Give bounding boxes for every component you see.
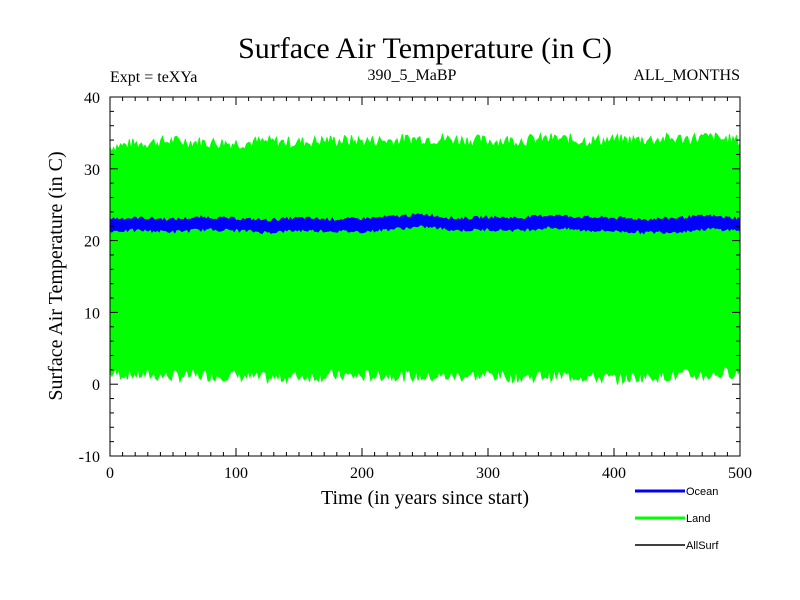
legend-label-allsurf: AllSurf [686,540,719,552]
y-tick-label: 40 [84,90,100,107]
legend-label-ocean: Ocean [686,486,718,498]
x-tick-label: 300 [476,465,500,482]
y-tick-label: 30 [84,162,100,179]
y-tick-label: 20 [84,234,100,251]
x-tick-label: 0 [106,465,114,482]
series-band-land [109,131,741,385]
x-tick-label: 100 [224,465,248,482]
legend-label-land: Land [686,513,710,525]
x-tick-label: 500 [728,465,752,482]
chart-title: Surface Air Temperature (in C) [238,32,612,65]
chart-subtitle-center: 390_5_MaBP [368,67,457,84]
y-axis-label: Surface Air Temperature (in C) [45,151,67,400]
axis-ticks: 0 100 200 300 400 500 -10 0 10 20 30 40 [79,90,752,482]
chart-subtitle-left: Expt = teXYa [110,69,197,86]
plot-area [109,131,741,385]
y-tick-label: 0 [92,377,100,394]
x-tick-label: 200 [350,465,374,482]
legend: Ocean Land AllSurf [635,486,719,552]
chart-subtitle-right: ALL_MONTHS [633,67,740,84]
x-tick-label: 400 [602,465,626,482]
y-tick-label: -10 [79,449,100,466]
x-axis-label: Time (in years since start) [321,487,529,509]
y-tick-label: 10 [84,305,100,322]
